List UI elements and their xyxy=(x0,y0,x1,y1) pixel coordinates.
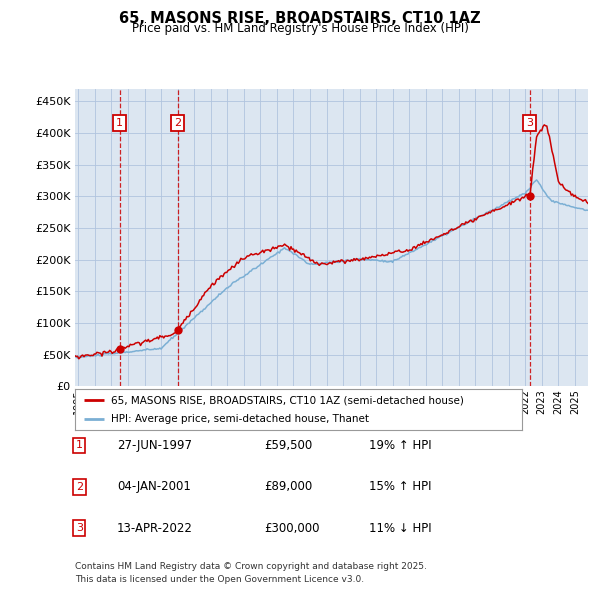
Text: Contains HM Land Registry data © Crown copyright and database right 2025.: Contains HM Land Registry data © Crown c… xyxy=(75,562,427,571)
Text: 1: 1 xyxy=(116,119,123,129)
Text: 3: 3 xyxy=(76,523,83,533)
Text: 2: 2 xyxy=(174,119,181,129)
Text: HPI: Average price, semi-detached house, Thanet: HPI: Average price, semi-detached house,… xyxy=(111,414,369,424)
Text: 1: 1 xyxy=(76,441,83,450)
Text: 13-APR-2022: 13-APR-2022 xyxy=(117,522,193,535)
Text: 2: 2 xyxy=(76,482,83,491)
Text: 11% ↓ HPI: 11% ↓ HPI xyxy=(369,522,431,535)
Text: £89,000: £89,000 xyxy=(264,480,312,493)
Text: 04-JAN-2001: 04-JAN-2001 xyxy=(117,480,191,493)
Text: 15% ↑ HPI: 15% ↑ HPI xyxy=(369,480,431,493)
Text: 3: 3 xyxy=(526,119,533,129)
Text: This data is licensed under the Open Government Licence v3.0.: This data is licensed under the Open Gov… xyxy=(75,575,364,584)
Text: 65, MASONS RISE, BROADSTAIRS, CT10 1AZ: 65, MASONS RISE, BROADSTAIRS, CT10 1AZ xyxy=(119,11,481,25)
Text: 19% ↑ HPI: 19% ↑ HPI xyxy=(369,439,431,452)
Text: 65, MASONS RISE, BROADSTAIRS, CT10 1AZ (semi-detached house): 65, MASONS RISE, BROADSTAIRS, CT10 1AZ (… xyxy=(111,395,464,405)
Text: Price paid vs. HM Land Registry's House Price Index (HPI): Price paid vs. HM Land Registry's House … xyxy=(131,22,469,35)
Text: 27-JUN-1997: 27-JUN-1997 xyxy=(117,439,192,452)
Text: £300,000: £300,000 xyxy=(264,522,320,535)
Text: £59,500: £59,500 xyxy=(264,439,312,452)
